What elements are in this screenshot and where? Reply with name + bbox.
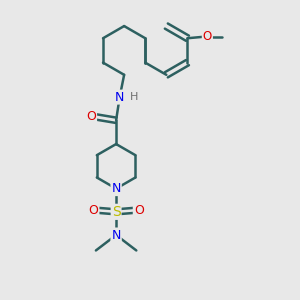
Text: O: O	[203, 30, 212, 43]
Text: H: H	[130, 92, 138, 102]
Text: N: N	[115, 91, 124, 103]
Text: O: O	[88, 204, 98, 217]
Text: N: N	[111, 229, 121, 242]
Text: O: O	[86, 110, 96, 123]
Text: N: N	[111, 182, 121, 195]
Text: S: S	[112, 205, 121, 219]
Text: O: O	[134, 204, 144, 217]
